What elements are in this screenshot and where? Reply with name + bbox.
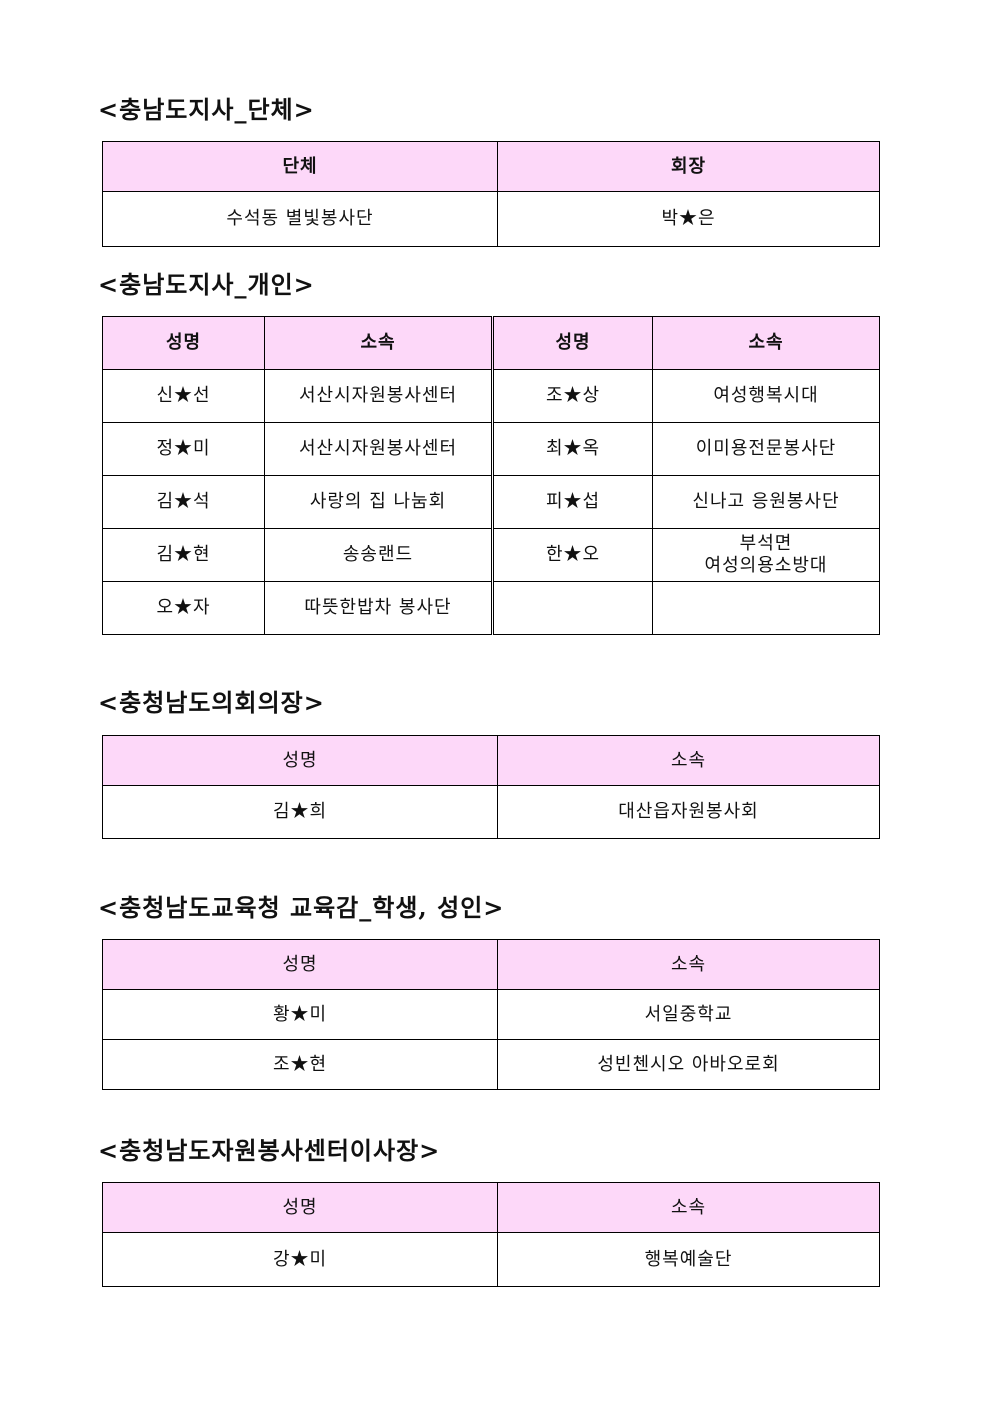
section-title-governor-group: <충남도지사_단체> — [98, 95, 315, 124]
cell: 신나고 응원봉사단 — [652, 475, 880, 529]
table-header-row: 성명 소속 성명 소속 — [102, 316, 880, 370]
header-cell: 소속 — [497, 939, 880, 990]
cell: 피★섭 — [492, 475, 653, 529]
education-office-table: 성명 소속 황★미 서일중학교 조★현 성빈첸시오 아바오로회 — [102, 939, 880, 1090]
cell: 이미용전문봉사단 — [652, 422, 880, 476]
cell: 행복예술단 — [497, 1232, 880, 1287]
cell: 최★옥 — [492, 422, 653, 476]
cell: 성빈첸시오 아바오로회 — [497, 1039, 880, 1090]
section-title-volunteer-center: <충청남도자원봉사센터이사장> — [98, 1136, 441, 1165]
cell: 서산시자원봉사센터 — [264, 369, 494, 423]
table-row: 수석동 별빛봉사단 박★은 — [102, 191, 880, 247]
section-title-education-office: <충청남도교육청 교육감_학생, 성인> — [98, 893, 505, 922]
header-cell: 소속 — [497, 735, 880, 786]
table-header-row: 성명 소속 — [102, 939, 880, 990]
cell: 서산시자원봉사센터 — [264, 422, 494, 476]
header-cell: 소속 — [652, 316, 880, 370]
header-cell: 성명 — [102, 735, 498, 786]
council-chair-table: 성명 소속 김★희 대산읍자원봉사회 — [102, 735, 880, 839]
cell: 김★희 — [102, 785, 498, 839]
header-cell: 회장 — [497, 141, 880, 192]
cell: 한★오 — [492, 528, 653, 582]
cell-line: 부석면 — [739, 533, 793, 554]
table-row: 정★미 서산시자원봉사센터 최★옥 이미용전문봉사단 — [102, 422, 880, 476]
governor-individual-table: 성명 소속 성명 소속 신★선 서산시자원봉사센터 조★상 여성행복시대 정★미… — [102, 316, 880, 635]
cell-line: 여성의용소방대 — [704, 555, 828, 576]
header-cell: 소속 — [497, 1182, 880, 1233]
cell: 강★미 — [102, 1232, 498, 1287]
header-cell: 성명 — [102, 1182, 498, 1233]
table-row: 황★미 서일중학교 — [102, 989, 880, 1040]
table-header-row: 성명 소속 — [102, 1182, 880, 1233]
table-row: 김★희 대산읍자원봉사회 — [102, 785, 880, 839]
table-row: 신★선 서산시자원봉사센터 조★상 여성행복시대 — [102, 369, 880, 423]
header-cell: 성명 — [102, 316, 265, 370]
cell — [492, 581, 653, 635]
table-row: 김★현 송송랜드 한★오 부석면 여성의용소방대 — [102, 528, 880, 582]
cell: 박★은 — [497, 191, 880, 247]
table-row: 김★석 사랑의 집 나눔회 피★섭 신나고 응원봉사단 — [102, 475, 880, 529]
cell: 정★미 — [102, 422, 265, 476]
cell: 오★자 — [102, 581, 265, 635]
cell: 김★석 — [102, 475, 265, 529]
table-row: 오★자 따뜻한밥차 봉사단 — [102, 581, 880, 635]
table-header-row: 성명 소속 — [102, 735, 880, 786]
cell: 김★현 — [102, 528, 265, 582]
cell: 대산읍자원봉사회 — [497, 785, 880, 839]
cell: 따뜻한밥차 봉사단 — [264, 581, 494, 635]
cell: 서일중학교 — [497, 989, 880, 1040]
cell: 신★선 — [102, 369, 265, 423]
header-cell: 성명 — [492, 316, 653, 370]
header-cell: 성명 — [102, 939, 498, 990]
cell: 부석면 여성의용소방대 — [652, 528, 880, 582]
table-row: 강★미 행복예술단 — [102, 1232, 880, 1287]
header-cell: 소속 — [264, 316, 494, 370]
cell: 황★미 — [102, 989, 498, 1040]
section-title-governor-individual: <충남도지사_개인> — [98, 270, 315, 299]
volunteer-center-table: 성명 소속 강★미 행복예술단 — [102, 1182, 880, 1287]
table-row: 조★현 성빈첸시오 아바오로회 — [102, 1039, 880, 1090]
governor-group-table: 단체 회장 수석동 별빛봉사단 박★은 — [102, 141, 880, 247]
header-cell: 단체 — [102, 141, 498, 192]
cell: 여성행복시대 — [652, 369, 880, 423]
cell: 수석동 별빛봉사단 — [102, 191, 498, 247]
table-header-row: 단체 회장 — [102, 141, 880, 192]
cell: 송송랜드 — [264, 528, 494, 582]
section-title-council-chair: <충청남도의회의장> — [98, 688, 325, 717]
cell: 조★현 — [102, 1039, 498, 1090]
cell: 사랑의 집 나눔회 — [264, 475, 494, 529]
cell: 조★상 — [492, 369, 653, 423]
cell — [652, 581, 880, 635]
